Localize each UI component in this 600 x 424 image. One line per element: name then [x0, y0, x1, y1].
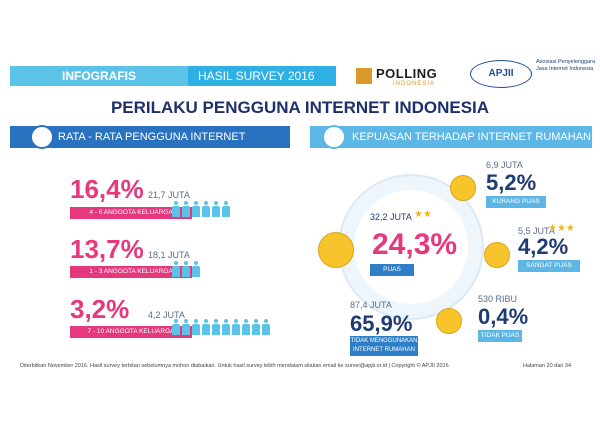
- tidak-menggunakan-juta: 87,4 JUTA: [350, 300, 392, 310]
- apjii-logo-text: Asosiasi Penyelenggara Jasa Internet Ind…: [536, 59, 596, 72]
- puas-juta: 32,2 JUTA: [370, 212, 412, 222]
- group-label: 1 - 3 ANGGOTA KELUARGA: [70, 266, 192, 278]
- person-icon: [182, 201, 190, 217]
- family-icon: [30, 125, 54, 149]
- page-title: PERILAKU PENGGUNA INTERNET INDONESIA: [110, 98, 490, 117]
- person-icon: [202, 319, 210, 335]
- group-label: 4 - 6 ANGGOTA KELUARGA: [70, 207, 192, 219]
- puas-pct: 24,3%: [372, 228, 458, 261]
- right-section-heading: KEPUASAN TERHADAP INTERNET RUMAHAN: [310, 126, 592, 148]
- people-icons: [172, 201, 230, 217]
- person-icon: [172, 261, 180, 277]
- person-icon: [242, 319, 250, 335]
- person-icon: [202, 201, 210, 217]
- sangat-pct: 4,2%: [518, 234, 569, 259]
- polling-logo-sub: INDONESIA: [393, 81, 436, 87]
- thumbs-up-smiley-icon: [484, 242, 510, 268]
- person-icon: [212, 201, 220, 217]
- group-pct: 3,2%: [70, 294, 130, 324]
- person-icon: [182, 261, 190, 277]
- kurang-label: KURANG PUAS: [486, 196, 546, 208]
- person-icon: [192, 201, 200, 217]
- survey-banner: HASIL SURVEY 2016: [188, 66, 336, 86]
- left-section-heading: RATA - RATA PENGGUNA INTERNET RUMAHAN: [10, 126, 290, 165]
- person-icon: [172, 201, 180, 217]
- kurang-pct: 5,2%: [486, 170, 537, 195]
- sangat-label: SANGAT PUAS: [518, 260, 580, 272]
- page-number: Halaman 20 dari 34: [523, 363, 572, 369]
- thumbs-down-smiley-icon: [436, 308, 462, 334]
- group-juta: 4,2 JUTA: [148, 310, 185, 320]
- group-pct: 16,4%: [70, 174, 144, 204]
- apjii-logo: APJII: [470, 60, 532, 88]
- person-icon: [182, 319, 190, 335]
- footer-text: Diterbitkan November 2016. Hasil survey …: [20, 363, 449, 369]
- group-juta: 21,7 JUTA: [148, 190, 190, 200]
- polling-logo-icon: [356, 68, 372, 84]
- star-icon: ★★: [414, 209, 432, 220]
- person-icon: [212, 319, 220, 335]
- star-icon: ★★★: [548, 223, 575, 234]
- tidak-menggunakan-label: TIDAK MENGGUNAKAN INTERNET RUMAHAN: [350, 336, 418, 356]
- people-icons: [172, 319, 270, 335]
- group-label: 7 - 10 ANGGOTA KELUARGA: [70, 326, 192, 338]
- person-icon: [252, 319, 260, 335]
- sangat-juta: 5,5 JUTA: [518, 226, 555, 236]
- person-icon: [192, 261, 200, 277]
- people-icons: [172, 261, 200, 277]
- tidak-puas-label: TIDAK PUAS: [478, 330, 522, 342]
- group-juta: 18,1 JUTA: [148, 250, 190, 260]
- center-circle: [354, 190, 468, 304]
- tidak-puas-juta: 530 RIBU: [478, 294, 518, 304]
- person-icon: [232, 319, 240, 335]
- person-icon: [172, 319, 180, 335]
- tidak-puas-pct: 0,4%: [478, 304, 529, 329]
- tidak-menggunakan-pct: 65,9%: [350, 311, 413, 336]
- person-icon: [222, 201, 230, 217]
- happy-smiley-icon: [318, 232, 354, 268]
- polling-logo: POLLING: [376, 66, 438, 81]
- person-icon: [262, 319, 270, 335]
- sad-smiley-icon: [450, 175, 476, 201]
- kurang-juta: 6,9 JUTA: [486, 160, 523, 170]
- puas-label: PUAS: [370, 264, 414, 276]
- group-pct: 13,7%: [70, 234, 144, 264]
- person-icon: [192, 319, 200, 335]
- person-icon: [222, 319, 230, 335]
- satisfaction-icon: [322, 125, 346, 149]
- infografis-banner: INFOGRAFIS: [10, 66, 188, 86]
